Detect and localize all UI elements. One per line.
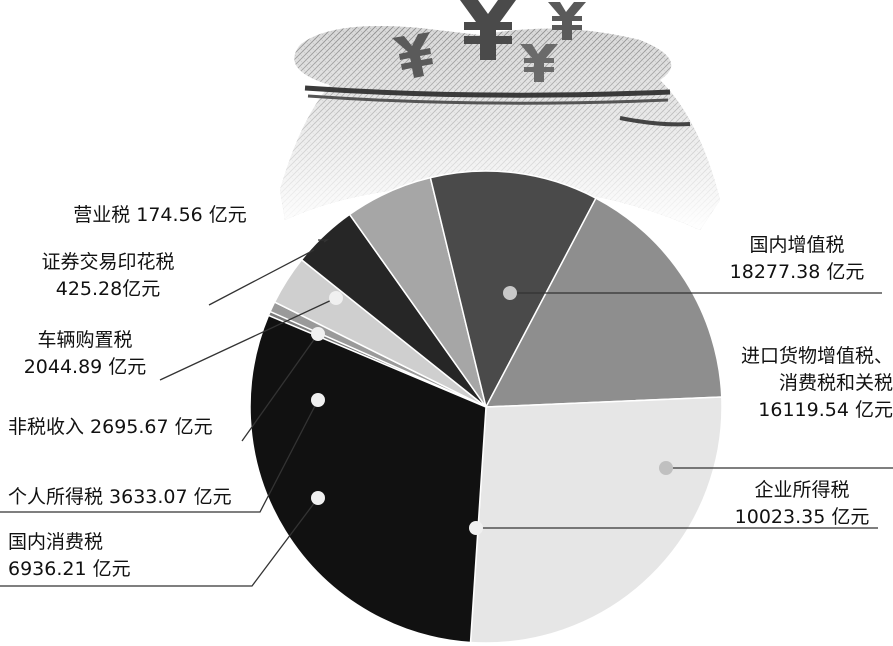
slice-label-line: 非税收入 2695.67 亿元 xyxy=(8,416,213,438)
slice-label-line: 国内消费税 xyxy=(8,531,104,553)
slice-label: 进口货物增值税、消费税和关税 16119.54 亿元 xyxy=(700,343,893,424)
yuan-symbol-icon xyxy=(520,44,558,82)
yuan-symbol-icon xyxy=(460,0,516,60)
slice-label: 车辆购置税 2044.89 亿元 xyxy=(0,327,170,381)
slice-marker-dot xyxy=(311,393,325,407)
slice-label: 国内消费税 6936.21 亿元 xyxy=(8,529,188,583)
slice-label-line: 18277.38 亿元 xyxy=(729,261,865,283)
pie-slice xyxy=(484,197,723,408)
leader-line xyxy=(0,497,319,587)
leader-line xyxy=(0,399,319,513)
slice-label-line: 国内增值税 xyxy=(749,234,845,256)
leader-line xyxy=(208,249,315,306)
yuan-symbol-icon xyxy=(392,32,433,78)
slice-label-line: 车辆购置税 xyxy=(37,329,133,351)
slice-label: 国内增值税 18277.38 亿元 xyxy=(712,232,882,286)
money-bag-illustration xyxy=(280,0,720,230)
slice-label: 证券交易印花税 425.28亿元 xyxy=(8,249,208,303)
slice-marker-dot xyxy=(311,491,325,505)
slice-label: 非税收入 2695.67 亿元 xyxy=(8,414,248,441)
leader-line xyxy=(241,333,319,442)
slice-label: 营业税 174.56 亿元 xyxy=(0,202,320,229)
slice-marker-dot xyxy=(469,521,483,535)
pie-slice xyxy=(249,314,487,644)
slice-label-line: 6936.21 亿元 xyxy=(8,558,131,580)
slice-label-line: 16119.54 亿元 xyxy=(758,399,893,421)
pie-slices xyxy=(249,170,723,644)
leader-line xyxy=(159,297,337,381)
slice-marker-dot xyxy=(659,461,673,475)
leader-lines xyxy=(0,239,893,587)
slice-label-line: 进口货物增值税、 xyxy=(740,345,893,367)
slice-label: 个人所得税 3633.07 亿元 xyxy=(8,484,270,511)
slice-label-line: 消费税和关税 xyxy=(778,372,893,394)
slice-marker-dot xyxy=(329,291,343,305)
slice-label-line: 证券交易印花税 xyxy=(41,251,175,273)
slice-marker-dot xyxy=(311,327,325,341)
slice-markers xyxy=(311,286,673,535)
slice-label-line: 营业税 174.56 亿元 xyxy=(73,204,247,226)
slice-label-line: 425.28亿元 xyxy=(55,278,161,300)
yuan-symbol-icon xyxy=(548,2,586,40)
slice-marker-dot xyxy=(503,286,517,300)
slice-label: 企业所得税 10023.35 亿元 xyxy=(712,477,892,531)
slice-label-line: 10023.35 亿元 xyxy=(734,506,870,528)
pie-slice xyxy=(469,396,723,644)
slice-label-line: 个人所得税 3633.07 亿元 xyxy=(8,486,232,508)
leader-line xyxy=(318,239,330,243)
slice-label-line: 2044.89 亿元 xyxy=(23,356,147,378)
slice-label-line: 企业所得税 xyxy=(754,479,850,501)
